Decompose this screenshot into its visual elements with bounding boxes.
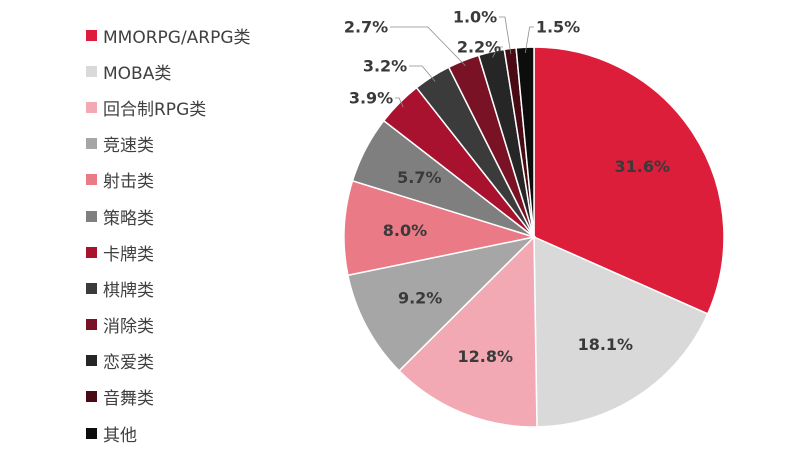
legend-label: 回合制RPG类 — [103, 99, 207, 120]
legend-label: MOBA类 — [103, 63, 172, 84]
legend-label: 消除类 — [103, 317, 154, 338]
pie-slice — [533, 235, 709, 428]
leader-line — [499, 16, 512, 55]
leader-lines — [390, 16, 534, 108]
data-label: 31.6% — [615, 157, 671, 176]
pie-slice — [398, 235, 538, 428]
leader-line — [395, 97, 404, 108]
legend-label: 音舞类 — [103, 389, 154, 410]
data-label: 2.7% — [344, 18, 388, 37]
pie-slice — [515, 46, 535, 238]
data-label: 1.0% — [453, 8, 497, 27]
data-label: 5.7% — [397, 168, 441, 187]
legend-swatch — [86, 391, 97, 403]
legend-swatch — [86, 29, 97, 41]
legend-item: 恋爱类 — [86, 343, 251, 379]
legend-swatch — [86, 282, 97, 294]
pie-slice — [343, 179, 535, 277]
pie-slices — [343, 46, 725, 428]
legend-label: 射击类 — [103, 172, 154, 193]
data-label: 2.2% — [457, 38, 501, 57]
data-label: 3.9% — [349, 89, 393, 108]
legend-label: 其他 — [103, 425, 137, 446]
legend-swatch — [86, 427, 97, 439]
legend-label: 恋爱类 — [103, 353, 154, 374]
legend-label: 棋牌类 — [103, 280, 154, 301]
legend-item: MOBA类 — [86, 53, 251, 89]
leader-line — [492, 46, 503, 58]
legend-swatch — [86, 355, 97, 367]
legend-item: 音舞类 — [86, 379, 251, 415]
legend-swatch — [86, 210, 97, 222]
legend-item: 棋牌类 — [86, 270, 251, 306]
legend-item: 射击类 — [86, 162, 251, 198]
legend-swatch — [86, 65, 97, 77]
legend-label: MMORPG/ARPG类 — [103, 27, 251, 48]
data-label: 1.5% — [536, 18, 580, 37]
data-label: 12.8% — [458, 347, 514, 366]
legend-item: 消除类 — [86, 307, 251, 343]
legend-label: 竞速类 — [103, 136, 154, 157]
legend-item: 策略类 — [86, 198, 251, 234]
legend-label: 策略类 — [103, 208, 154, 229]
leader-line — [390, 26, 466, 67]
legend-item: 卡牌类 — [86, 234, 251, 270]
legend-swatch — [86, 319, 97, 331]
data-label: 18.1% — [578, 335, 634, 354]
legend-item: MMORPG/ARPG类 — [86, 17, 251, 53]
legend-swatch — [86, 246, 97, 258]
chart-legend: MMORPG/ARPG类 MOBA类回合制RPG类 竞速类射击类策略类卡牌类棋牌类消… — [86, 17, 251, 451]
legend-item: 回合制RPG类 — [86, 89, 251, 125]
data-label: 3.2% — [363, 57, 407, 76]
data-labels: 31.6% 18.1% 12.8% 9.2% 8.0% 5.7% 3.9% 3.2% 2.7% 2… — [344, 8, 670, 367]
legend-swatch — [86, 101, 97, 113]
legend-swatch — [86, 138, 97, 150]
data-label: 8.0% — [383, 221, 427, 240]
legend-swatch — [86, 174, 97, 186]
legend-item: 竞速类 — [86, 126, 251, 162]
leader-line — [409, 65, 436, 82]
legend-item: 其他 — [86, 415, 251, 451]
leader-line — [524, 26, 534, 53]
pie-slice — [533, 46, 725, 315]
legend-label: 卡牌类 — [103, 244, 154, 265]
pie-slice — [347, 235, 537, 372]
data-label: 9.2% — [398, 289, 442, 308]
